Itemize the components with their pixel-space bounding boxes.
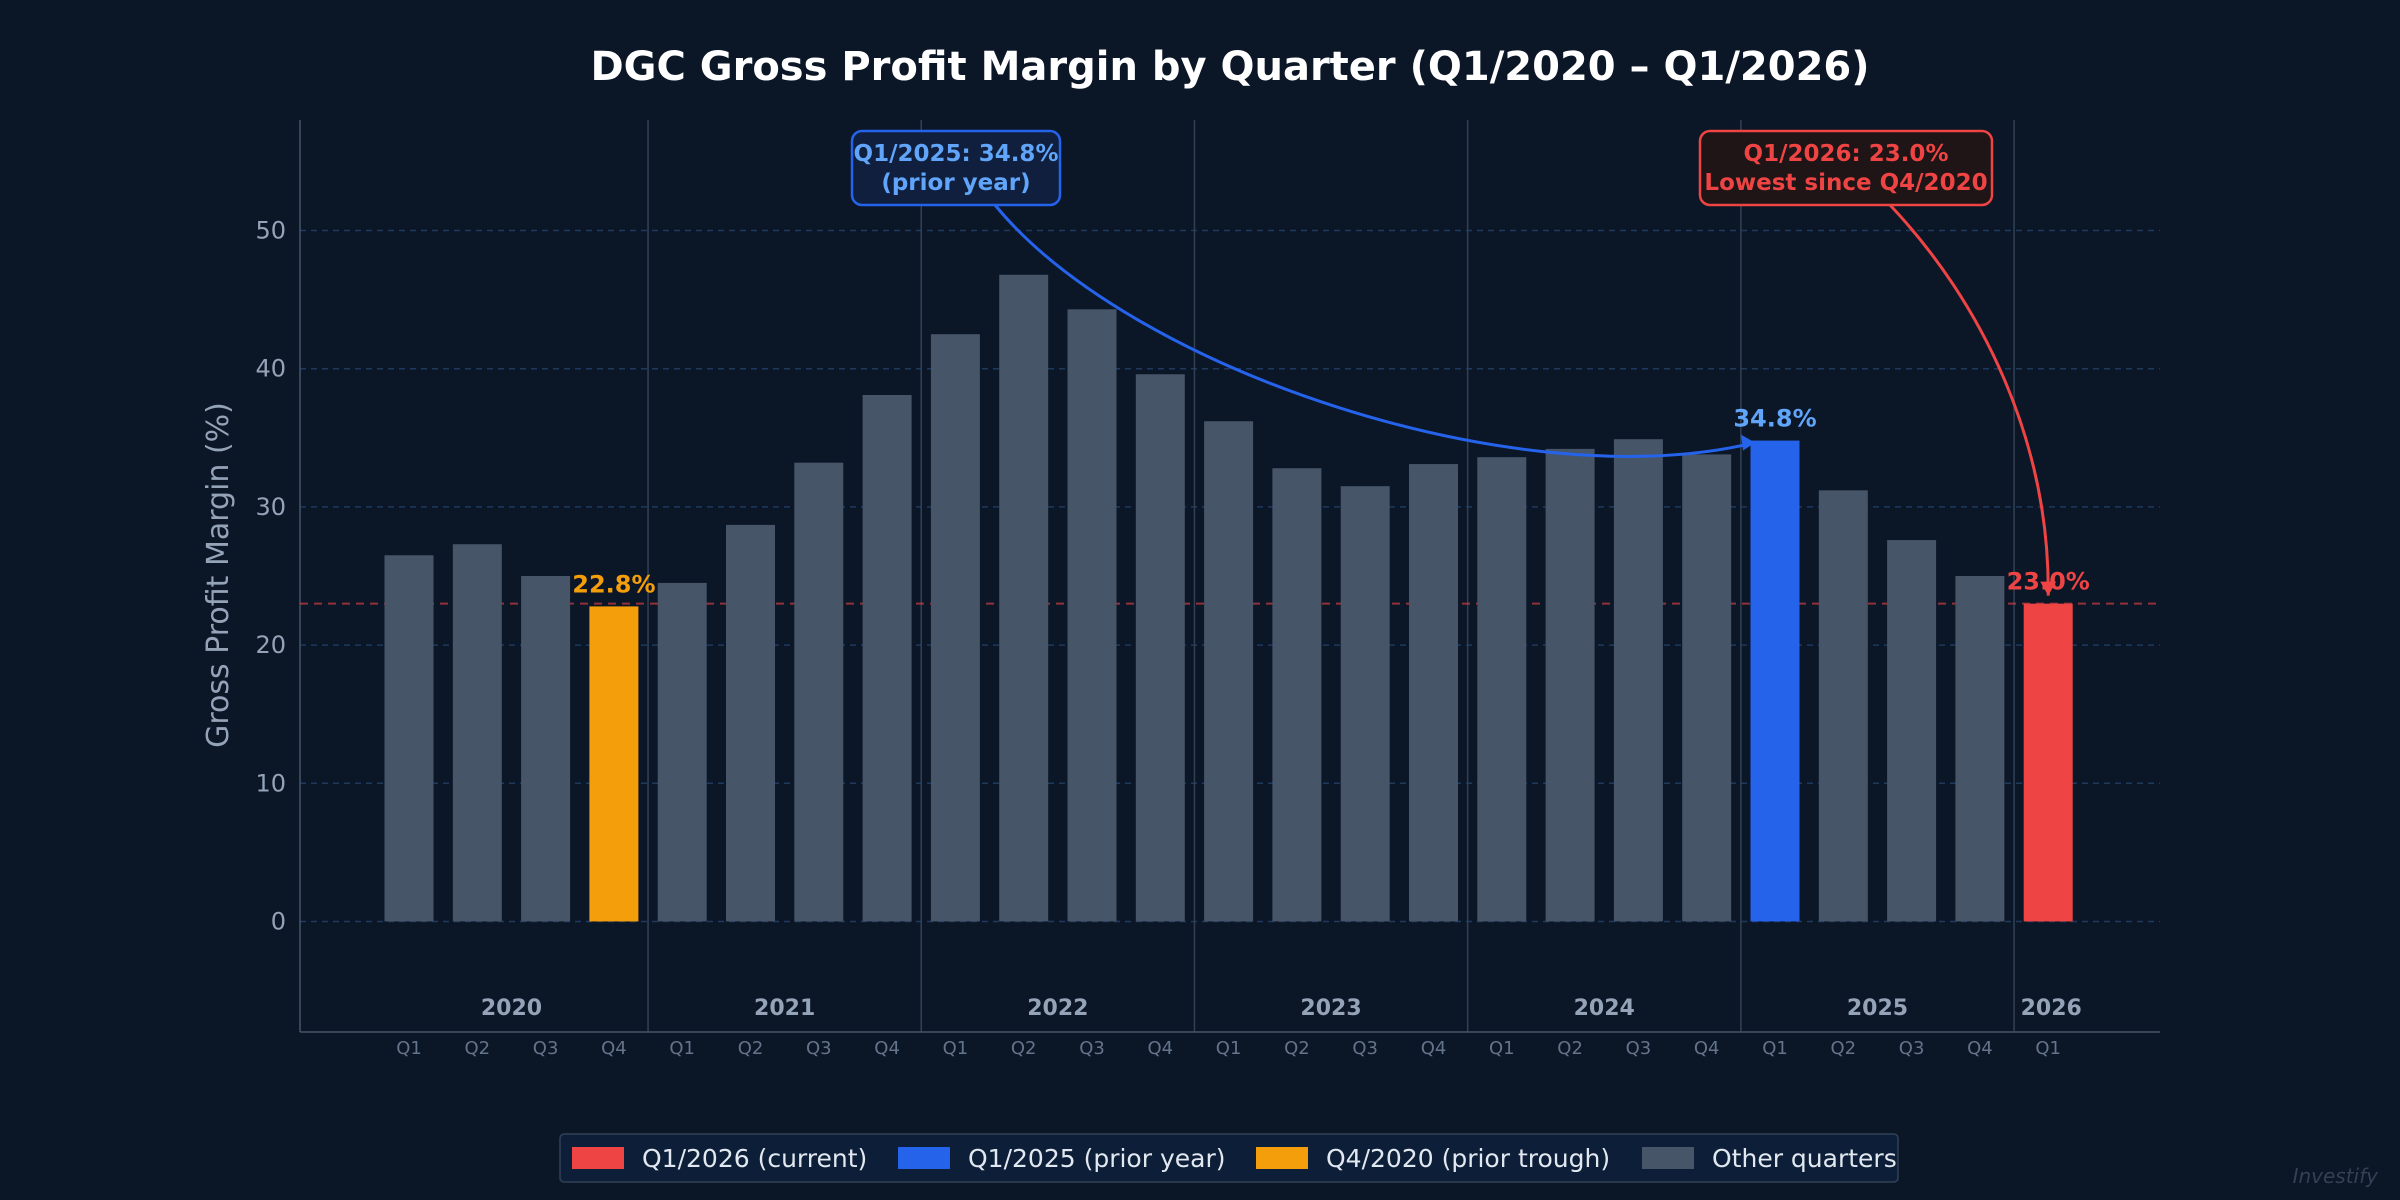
legend-swatch	[1256, 1147, 1308, 1169]
bar-Q4-2025	[1955, 576, 2005, 922]
x-tick-quarter: Q1	[943, 1038, 969, 1059]
legend-label: Q1/2026 (current)	[642, 1144, 867, 1173]
bar-Q4-2024	[1682, 454, 1732, 922]
data-label: 22.8%	[572, 570, 655, 598]
x-tick-quarter: Q2	[1830, 1038, 1856, 1059]
bar-Q1-2026	[2023, 603, 2073, 922]
annotation-arrowhead	[2040, 581, 2057, 596]
x-tick-quarter: Q1	[396, 1038, 422, 1059]
bar-Q2-2023	[1272, 468, 1322, 922]
x-tick-quarter: Q2	[1557, 1038, 1583, 1059]
x-tick-quarter: Q3	[1352, 1038, 1378, 1059]
y-axis-label: Gross Profit Margin (%)	[201, 402, 236, 748]
data-label: 34.8%	[1733, 405, 1816, 433]
y-tick-label: 10	[255, 769, 286, 797]
bar-Q1-2020	[384, 555, 434, 922]
bar-Q1-2023	[1204, 421, 1254, 922]
bar-Q1-2021	[657, 582, 707, 922]
annotation-arrowhead	[1741, 434, 1755, 451]
bar-Q3-2022	[1067, 309, 1117, 922]
x-tick-quarter: Q4	[1694, 1038, 1720, 1059]
y-tick-label: 30	[255, 493, 286, 521]
x-tick-quarter: Q3	[1899, 1038, 1925, 1059]
x-tick-quarter: Q2	[464, 1038, 490, 1059]
x-tick-quarter: Q1	[669, 1038, 695, 1059]
bar-Q3-2021	[794, 462, 844, 922]
bar-Q2-2025	[1818, 490, 1868, 922]
annotation-box	[1698, 129, 1994, 207]
y-tick-label: 0	[271, 907, 286, 935]
bar-Q3-2025	[1887, 540, 1937, 922]
y-tick-label: 40	[255, 355, 286, 383]
x-tick-year: 2021	[754, 996, 815, 1021]
x-tick-quarter: Q1	[2035, 1038, 2061, 1059]
bar-Q2-2022	[999, 274, 1049, 922]
x-tick-year: 2024	[1574, 996, 1635, 1021]
x-tick-quarter: Q3	[1079, 1038, 1105, 1059]
bar-Q3-2020	[521, 576, 571, 922]
legend-swatch	[572, 1147, 624, 1169]
x-tick-quarter: Q4	[601, 1038, 627, 1059]
legend-swatch	[898, 1147, 950, 1169]
x-tick-quarter: Q4	[1967, 1038, 1993, 1059]
x-tick-quarter: Q3	[533, 1038, 559, 1059]
x-tick-quarter: Q1	[1762, 1038, 1788, 1059]
bar-Q4-2021	[862, 394, 912, 922]
bar-Q2-2024	[1545, 448, 1595, 922]
x-tick-year: 2025	[1847, 996, 1908, 1021]
x-tick-year: 2020	[481, 996, 542, 1021]
x-tick-year: 2023	[1300, 996, 1361, 1021]
bar-Q4-2022	[1135, 374, 1185, 922]
legend-label: Other quarters	[1712, 1144, 1897, 1173]
y-tick-label: 50	[255, 217, 286, 245]
annotation-text: (prior year)	[881, 170, 1030, 196]
bar-Q2-2021	[726, 524, 775, 922]
x-tick-quarter: Q1	[1489, 1038, 1515, 1059]
bar-Q3-2023	[1340, 486, 1390, 922]
x-tick-quarter: Q3	[806, 1038, 832, 1059]
legend-swatch	[1642, 1147, 1694, 1169]
bar-Q1-2024	[1477, 457, 1527, 922]
annotation-box	[850, 129, 1062, 207]
bar-Q4-2023	[1409, 464, 1458, 922]
x-tick-quarter: Q2	[738, 1038, 764, 1059]
x-tick-quarter: Q1	[1216, 1038, 1242, 1059]
x-tick-quarter: Q2	[1284, 1038, 1310, 1059]
legend-box	[559, 1133, 1899, 1183]
annotation-arrow	[1888, 203, 2050, 596]
bar-Q2-2020	[452, 544, 502, 922]
x-tick-year: 2026	[2021, 996, 2082, 1021]
legend-label: Q1/2025 (prior year)	[968, 1144, 1225, 1173]
bar-Q1-2022	[930, 334, 980, 922]
legend-label: Q4/2020 (prior trough)	[1326, 1144, 1610, 1173]
annotation-text: Q1/2025: 34.8%	[854, 141, 1059, 167]
x-tick-quarter: Q3	[1626, 1038, 1652, 1059]
x-tick-quarter: Q2	[1011, 1038, 1037, 1059]
x-tick-quarter: Q4	[874, 1038, 900, 1059]
y-tick-label: 20	[255, 631, 286, 659]
watermark-text: Investify	[2293, 1164, 2380, 1188]
bar-Q3-2024	[1613, 439, 1663, 922]
annotation-arrow	[993, 204, 1756, 458]
x-tick-year: 2022	[1027, 996, 1088, 1021]
x-tick-quarter: Q4	[1421, 1038, 1447, 1059]
chart-title: DGC Gross Profit Margin by Quarter (Q1/2…	[590, 44, 1869, 90]
annotation-text: Q1/2026: 23.0%	[1744, 141, 1949, 167]
annotation-text: Lowest since Q4/2020	[1704, 170, 1987, 196]
bar-Q1-2025	[1750, 440, 1800, 922]
x-tick-quarter: Q4	[1147, 1038, 1173, 1059]
bar-Q4-2020	[589, 606, 639, 922]
